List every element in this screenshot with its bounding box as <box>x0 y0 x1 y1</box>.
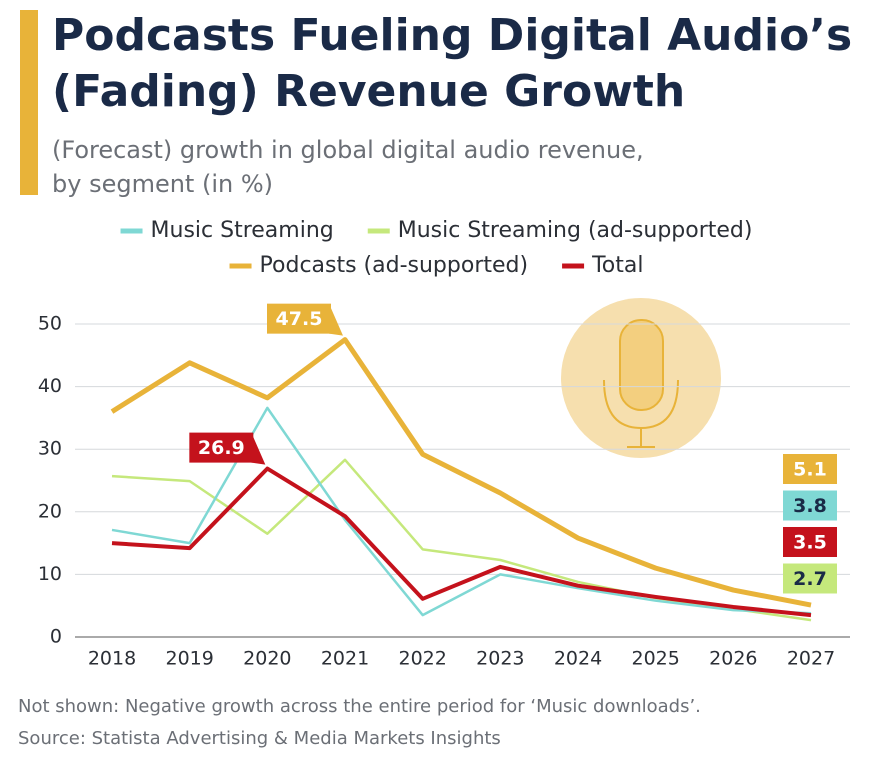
source: Source: Statista Advertising & Media Mar… <box>18 728 501 749</box>
accent-bar <box>20 10 38 195</box>
value-label: 5.1 <box>793 459 827 481</box>
legend-label: Music Streaming (ad-supported) <box>398 218 753 243</box>
series-line <box>111 466 812 618</box>
x-tick-label: 2018 <box>88 648 136 670</box>
y-tick-label: 50 <box>38 313 62 335</box>
x-tick-label: 2026 <box>709 648 757 670</box>
value-label-box <box>267 303 331 334</box>
legend-row: Music Streaming Music Streaming (ad-suppo… <box>120 218 753 243</box>
x-tick-label: 2022 <box>398 648 446 670</box>
value-label: 2.7 <box>793 568 827 590</box>
y-tick-label: 40 <box>38 375 62 397</box>
value-label: 47.5 <box>276 308 323 330</box>
y-tick-label: 10 <box>38 563 62 585</box>
series-line <box>111 406 812 617</box>
value-label-box <box>783 454 837 484</box>
x-tick-label: 2024 <box>554 648 602 670</box>
legend-row: Podcasts (ad-supported) Total <box>229 253 643 278</box>
x-tick-label: 2019 <box>165 648 213 670</box>
value-label: 26.9 <box>198 437 245 459</box>
x-tick-label: 2020 <box>243 648 291 670</box>
y-tick-label: 20 <box>38 500 62 522</box>
microphone-icon <box>561 298 721 458</box>
legend-label: Music Streaming <box>151 218 334 243</box>
value-label: 3.8 <box>793 495 827 517</box>
series-line <box>110 337 812 608</box>
x-tick-label: 2027 <box>787 648 835 670</box>
x-tick-label: 2025 <box>631 648 679 670</box>
footnote: Not shown: Negative growth across the en… <box>18 696 701 717</box>
value-label-box <box>783 490 837 521</box>
value-label: 3.5 <box>793 532 827 554</box>
chart-title: Podcasts Fueling Digital Audio’s <box>52 10 852 61</box>
chart-subtitle: (Forecast) growth in global digital audi… <box>52 136 644 164</box>
chart-title: (Fading) Revenue Growth <box>52 66 685 117</box>
legend-label: Podcasts (ad-supported) <box>260 253 529 278</box>
label-pointer <box>251 432 266 465</box>
chart-subtitle: by segment (in %) <box>52 170 273 198</box>
value-label-box <box>783 527 837 557</box>
legend-label: Total <box>591 253 643 278</box>
x-tick-label: 2023 <box>476 648 524 670</box>
value-label-box <box>189 432 254 463</box>
label-pointer <box>329 303 343 336</box>
y-tick-label: 0 <box>50 626 62 648</box>
x-tick-label: 2021 <box>321 648 369 670</box>
y-tick-label: 30 <box>38 438 62 460</box>
value-label-box <box>783 563 837 594</box>
